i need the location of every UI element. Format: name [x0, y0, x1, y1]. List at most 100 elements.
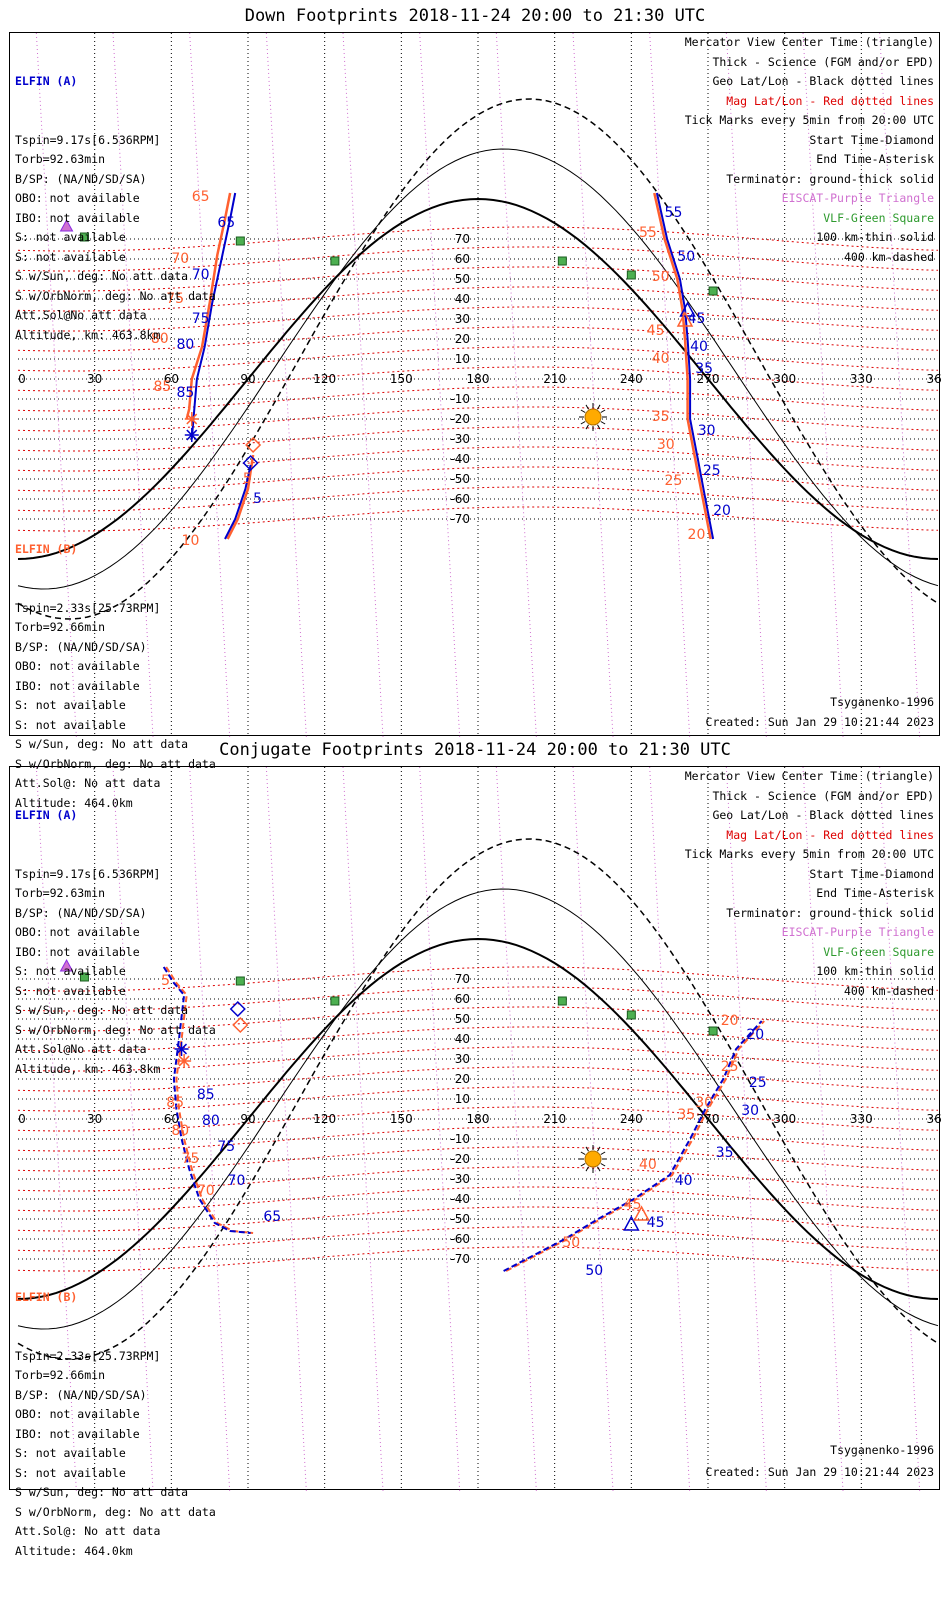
legend-entry: Tick Marks every 5min from 20:00 UTC — [684, 847, 934, 861]
elfin-b-track-south — [226, 454, 255, 540]
eiscat-triangle — [59, 218, 74, 232]
mag-meridian — [112, 767, 154, 1491]
map-graticule — [18, 767, 938, 1491]
lat-tick-label: 50 — [455, 1012, 470, 1026]
legend-entry: End Time-Asterisk — [816, 886, 934, 900]
mag-parallel — [17, 1226, 939, 1252]
track-tick-label: 85 — [153, 379, 171, 395]
sun-ray — [580, 1151, 586, 1155]
created-label: Created: Sun Jan 29 10:21:44 2023 — [705, 1465, 934, 1479]
sun-ray — [597, 1146, 601, 1152]
legend-entry: Thick - Science (FGM and/or EPD) — [712, 788, 934, 803]
mag-meridian — [342, 767, 384, 1491]
lon-tick-label: 330 — [850, 1112, 873, 1126]
mag-meridian — [35, 767, 77, 1491]
info-line: Altitude: 464.0km — [15, 795, 133, 810]
terminator — [17, 838, 939, 1360]
mag-parallel — [17, 1166, 939, 1192]
lat-tick-label: 40 — [455, 1032, 470, 1046]
info-line: OBO: not available — [15, 659, 140, 673]
terminator-100km — [17, 148, 939, 590]
mag-meridian — [725, 767, 767, 1491]
info-line: Torb=92.63min — [15, 886, 106, 900]
vlf-station-square — [708, 1026, 718, 1036]
elfin-b-header: ELFIN (B) — [15, 1290, 78, 1304]
info-line: IBO: not available — [15, 210, 140, 225]
info-line: Att.Sol@No att data — [15, 308, 147, 322]
info-line: S w/Sun, deg: No att data — [15, 269, 189, 283]
info-line: B/SP: (NA/ND/SD/SA) — [15, 171, 147, 186]
info-line: S w/Sun, deg: No att data — [15, 1485, 189, 1499]
track-tick-label: 40 — [690, 339, 708, 355]
sun-ray — [600, 1163, 606, 1167]
vlf-station-square — [79, 232, 89, 242]
mag-meridian — [342, 33, 384, 737]
end-time-asterisk — [184, 412, 199, 426]
mag-parallel — [17, 486, 939, 512]
track-tick-label: 80 — [151, 331, 169, 347]
mag-meridian — [649, 767, 691, 1491]
legend-entry: 100 km-thin solid — [816, 230, 934, 244]
track-tick-label: 20 — [746, 1027, 764, 1043]
legend-entry: Mag Lat/Lon - Red dotted lines — [726, 93, 934, 108]
sun-ray — [597, 404, 601, 410]
track-tick-label: 85 — [166, 1095, 184, 1111]
vlf-station-square — [626, 270, 636, 280]
legend-entry: VLF-Green Square — [823, 210, 934, 225]
legend-entry: Mercator View Center Time (triangle) — [684, 35, 934, 49]
elfin-a-lines: Tspin=9.17s[6.536RPM] Torb=92.63min B/SP: … — [15, 865, 216, 1080]
info-line: Tspin=9.17s[6.536RPM] — [15, 132, 161, 147]
terminator-ground — [17, 937, 939, 1300]
lon-tick-label: 300 — [773, 1112, 796, 1126]
track-tick-label: 35 — [695, 361, 713, 377]
lat-tick-label: -50 — [450, 472, 470, 486]
track-tick-label: 25 — [665, 473, 683, 489]
track-tick-label: 45 — [647, 323, 665, 339]
legend-entry: Mercator View Center Time (triangle) — [684, 769, 934, 783]
info-line: IBO: not available — [15, 1426, 140, 1441]
mag-parallel — [17, 406, 939, 432]
mag-parallel — [17, 306, 939, 332]
terminator-400km — [17, 838, 939, 1360]
mag-parallel — [17, 346, 939, 372]
elfin-b-track-west — [165, 966, 254, 1234]
elfin-a-track-west — [162, 966, 251, 1234]
model-label: Tsyganenko-1996 — [830, 1443, 934, 1457]
elfin-a-info: ELFIN (A) Tspin=9.17s[6.536RPM] Torb=92.6… — [15, 767, 216, 1118]
track-tick-label: 30 — [695, 1095, 713, 1111]
track-tick-label: 35 — [652, 409, 670, 425]
lon-tick-label: 30 — [87, 372, 102, 386]
track-tick-label: 5 — [253, 491, 262, 507]
lon-tick-label: 360 — [927, 1112, 941, 1126]
eiscat-triangle — [59, 958, 74, 972]
mag-parallel — [17, 246, 939, 272]
lat-tick-label: -10 — [450, 1132, 470, 1146]
asterisk-stroke — [178, 1055, 190, 1067]
elfin-a-header: ELFIN (A) — [15, 74, 78, 88]
elfin-b-lines: Tspin=2.33s[25.73RPM] Torb=92.66min B/SP: … — [15, 599, 216, 814]
terminator-ground — [17, 197, 939, 560]
track-tick-label: 75 — [182, 1151, 200, 1167]
lat-tick-label: 10 — [455, 1092, 470, 1106]
lon-tick-label: 240 — [620, 372, 643, 386]
legend-entry: VLF-Green Square — [823, 944, 934, 959]
sun-ray — [600, 409, 606, 413]
terminator-400km — [17, 98, 939, 620]
asterisk-stroke — [186, 429, 198, 441]
track-tick-label: 65 — [263, 1209, 281, 1225]
sun-ray — [600, 421, 606, 425]
track-tick-label: 10 — [182, 533, 200, 549]
mag-parallel — [17, 466, 939, 492]
lon-tick-label: 180 — [467, 372, 490, 386]
mag-parallel — [17, 1146, 939, 1172]
mag-meridian — [572, 767, 614, 1491]
lat-tick-label: -20 — [450, 1152, 470, 1166]
mag-parallel — [17, 1066, 939, 1092]
sun-ray — [597, 424, 601, 430]
lon-tick-label: 300 — [773, 372, 796, 386]
created-label: Created: Sun Jan 29 10:21:44 2023 — [705, 715, 934, 729]
track-tick-label: 50 — [562, 1235, 580, 1251]
info-line: Tspin=2.33s[25.73RPM] — [15, 1348, 161, 1363]
track-tick-label: 45 — [647, 1215, 665, 1231]
sun-ray — [585, 424, 589, 430]
